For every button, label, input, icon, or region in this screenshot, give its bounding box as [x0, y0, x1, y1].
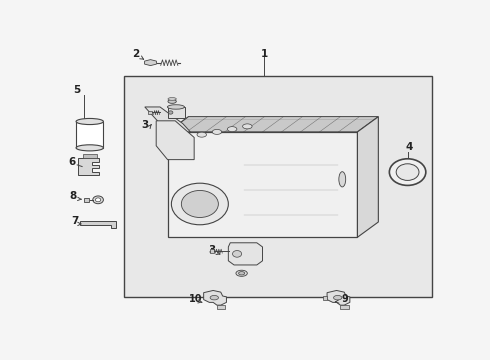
- Bar: [168, 107, 185, 118]
- Polygon shape: [168, 117, 378, 132]
- Ellipse shape: [227, 127, 237, 132]
- Polygon shape: [78, 158, 99, 175]
- Ellipse shape: [212, 129, 221, 134]
- Text: 9: 9: [342, 293, 349, 303]
- Text: 3: 3: [209, 245, 216, 255]
- Ellipse shape: [168, 105, 184, 109]
- Circle shape: [181, 190, 219, 217]
- Ellipse shape: [168, 99, 176, 103]
- Ellipse shape: [239, 271, 245, 275]
- Bar: [168, 132, 358, 237]
- Ellipse shape: [197, 132, 206, 137]
- Circle shape: [96, 198, 101, 202]
- Bar: [217, 305, 225, 309]
- Circle shape: [390, 159, 426, 185]
- Ellipse shape: [182, 135, 191, 140]
- Circle shape: [233, 251, 242, 257]
- Bar: [210, 249, 214, 253]
- Ellipse shape: [76, 145, 103, 151]
- Bar: [83, 154, 97, 158]
- Ellipse shape: [236, 270, 247, 276]
- Circle shape: [169, 111, 173, 114]
- Text: 1: 1: [261, 49, 268, 59]
- Ellipse shape: [168, 98, 176, 100]
- Polygon shape: [358, 117, 378, 237]
- Bar: [124, 76, 432, 297]
- Polygon shape: [145, 60, 156, 66]
- Polygon shape: [327, 291, 350, 305]
- Ellipse shape: [210, 296, 219, 300]
- Text: 6: 6: [68, 157, 75, 167]
- Polygon shape: [204, 291, 226, 305]
- Text: 3: 3: [141, 120, 148, 130]
- Polygon shape: [228, 243, 263, 265]
- Bar: [341, 305, 349, 309]
- Circle shape: [396, 164, 419, 180]
- Ellipse shape: [339, 172, 345, 187]
- Text: 5: 5: [73, 85, 80, 95]
- Polygon shape: [156, 121, 194, 159]
- Text: 2: 2: [132, 49, 139, 59]
- Polygon shape: [80, 221, 116, 228]
- Ellipse shape: [76, 118, 103, 125]
- Polygon shape: [145, 107, 190, 132]
- Text: 10: 10: [189, 293, 202, 303]
- Bar: [322, 296, 327, 300]
- Ellipse shape: [334, 296, 342, 300]
- Bar: [84, 198, 89, 202]
- Bar: [76, 122, 103, 148]
- Circle shape: [93, 196, 103, 204]
- Text: 8: 8: [69, 191, 76, 201]
- Text: 7: 7: [71, 216, 78, 226]
- Text: 4: 4: [405, 142, 413, 152]
- Bar: [148, 111, 152, 114]
- Ellipse shape: [243, 124, 252, 129]
- Circle shape: [172, 183, 228, 225]
